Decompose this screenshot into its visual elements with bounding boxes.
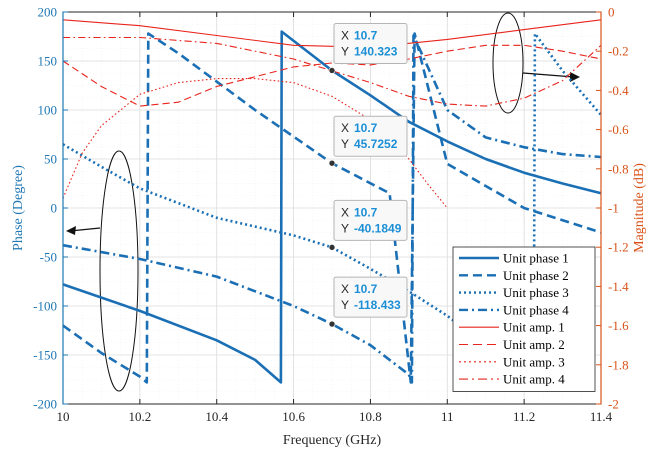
left-arrow-head: [66, 226, 76, 235]
series-line-3: [62, 32, 602, 384]
datatip-y-label: Y: [341, 137, 349, 151]
right-group-ellipse: [492, 12, 524, 114]
y-right-tick-label: -0.2: [608, 44, 629, 59]
y-left-tick-label: -150: [33, 348, 57, 363]
datatip-box: [333, 115, 408, 157]
y-right-tick-label: 0: [608, 5, 615, 20]
datatip-x-label: X: [341, 28, 349, 42]
datatip-marker: [328, 159, 336, 167]
datatip-y-label: Y: [341, 44, 349, 58]
y-left-tick-label: -200: [33, 397, 57, 412]
datatip-x-value: 10.7: [354, 282, 378, 296]
series-line-1: [62, 30, 602, 384]
y-axis-right-label: Magnitude (dB): [632, 163, 647, 253]
datatips: X 10.7 Y 140.323 X 10.7 Y 45.7252 X 10.7 Y -40.1849…: [328, 22, 408, 328]
datatip-marker: [328, 244, 336, 251]
y-left-tick-label: 200: [38, 5, 58, 20]
x-tick-label: 10.4: [205, 409, 228, 424]
y-left-tick-label: -100: [33, 299, 57, 314]
datatip-x-value: 10.7: [354, 205, 378, 219]
legend-label: Unit amp. 2: [503, 337, 565, 352]
x-tick-label: 10.6: [282, 409, 305, 424]
series-line-5: [62, 19, 602, 48]
legend-box: [452, 246, 596, 392]
series-line-8: [63, 36, 602, 107]
datatip-x-value: 10.7: [354, 28, 378, 42]
datatip-x-label: X: [341, 205, 349, 219]
datatip-box: [333, 199, 408, 241]
axis-ticks: 10 10.2 10.4 10.6 10.8 11 11.2 11.4-200-150-100…: [33, 5, 629, 425]
datatip-y-value: 45.7252: [354, 137, 398, 151]
x-tick-label: 10.8: [359, 409, 382, 424]
x-tick-label: 10.2: [128, 409, 151, 424]
annotations: [66, 12, 580, 392]
legend-label: Unit phase 1: [503, 251, 569, 266]
datatip-y-label: Y: [341, 221, 349, 235]
y-right-tick-label: -0.6: [608, 122, 629, 137]
x-tick-label: 10: [57, 409, 70, 424]
y-right-tick-label: -1.6: [608, 318, 629, 333]
y-right-tick-label: -1: [608, 201, 619, 216]
legend-label: Unit phase 2: [503, 268, 569, 283]
datatip-y-value: -118.433: [354, 298, 401, 312]
datatip-x-value: 10.7: [354, 121, 378, 135]
right-arrow: [522, 72, 575, 78]
legend-label: Unit amp. 3: [503, 354, 565, 369]
datatip-box: [333, 276, 408, 318]
series-line-2: [62, 32, 602, 384]
datatip-x-label: X: [341, 282, 349, 296]
datatip-marker: [328, 67, 336, 74]
y-right-tick-label: -1.4: [608, 279, 629, 294]
y-right-tick-label: -0.8: [608, 161, 629, 176]
legend-label: Unit amp. 1: [503, 320, 565, 335]
y-left-tick-label: 100: [38, 103, 58, 118]
y-left-tick-label: 150: [38, 54, 58, 69]
right-arrow-head: [570, 72, 580, 82]
y-right-tick-label: -1.2: [608, 240, 629, 255]
datatip-marker: [328, 320, 336, 328]
series-line-7: [62, 78, 448, 209]
datatip-x-label: X: [341, 121, 349, 135]
y-right-tick-label: -0.4: [608, 83, 629, 98]
left-group-ellipse: [99, 150, 139, 392]
datatip-y-value: 140.323: [354, 44, 398, 58]
y-right-tick-label: -2: [608, 397, 619, 412]
y-left-tick-label: 50: [44, 152, 57, 167]
datatip-y-label: Y: [341, 298, 349, 312]
legend[interactable]: Unit phase 1 Unit phase 2 Unit phase 3 Unit…: [452, 246, 596, 392]
datatip-box: [333, 22, 408, 64]
datatip-y-value: -40.1849: [354, 221, 402, 235]
y-axis-left-label: Phase (Degree): [11, 165, 26, 251]
y-left-tick-label: 0: [51, 201, 58, 216]
x-tick-label: 11: [441, 409, 454, 424]
x-axis-label: Frequency (GHz): [283, 433, 382, 448]
series-lines: [62, 19, 602, 384]
y-left-tick-label: -50: [40, 250, 57, 265]
legend-label: Unit amp. 4: [503, 372, 565, 387]
y-right-tick-label: -1.8: [608, 357, 629, 372]
x-tick-label: 11.2: [513, 409, 535, 424]
x-tick-label: 11.4: [590, 409, 613, 424]
legend-label: Unit phase 3: [503, 285, 569, 300]
legend-label: Unit phase 4: [503, 302, 569, 317]
